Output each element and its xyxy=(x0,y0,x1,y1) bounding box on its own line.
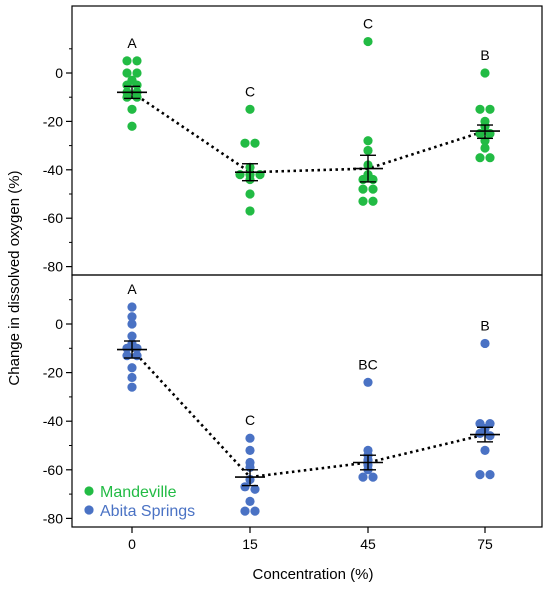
data-point xyxy=(122,343,132,353)
data-point xyxy=(485,104,495,114)
data-point xyxy=(127,382,137,392)
data-point xyxy=(480,338,490,349)
data-point xyxy=(363,136,373,146)
y-tick-label: 0 xyxy=(55,316,63,332)
data-point xyxy=(368,472,378,482)
data-point xyxy=(358,472,368,482)
legend-label: Abita Springs xyxy=(100,503,195,520)
data-point xyxy=(358,174,368,185)
significance-letter: C xyxy=(363,16,373,32)
data-point xyxy=(358,196,368,206)
legend-marker xyxy=(84,505,94,515)
data-point xyxy=(363,145,373,156)
data-point xyxy=(368,196,378,206)
data-point xyxy=(240,138,250,148)
data-point xyxy=(485,153,495,163)
data-point xyxy=(475,153,485,163)
data-point xyxy=(245,445,255,455)
mean-trend-line xyxy=(131,348,486,479)
legend-marker xyxy=(84,486,94,496)
data-point xyxy=(122,80,132,90)
x-axis-title: Concentration (%) xyxy=(253,566,374,583)
data-point xyxy=(245,206,255,216)
mean-trend-line xyxy=(131,91,486,174)
data-point xyxy=(480,143,490,153)
data-point xyxy=(122,68,132,78)
y-tick-label: 0 xyxy=(55,65,63,81)
x-tick-label: 45 xyxy=(360,536,376,552)
data-point xyxy=(245,433,255,443)
data-point xyxy=(480,68,490,78)
data-point xyxy=(485,470,495,480)
x-tick-label: 15 xyxy=(242,536,258,552)
y-tick-label: -80 xyxy=(43,510,63,526)
data-point xyxy=(127,319,137,329)
significance-letter: B xyxy=(480,47,489,63)
data-point xyxy=(122,350,132,361)
panel-frame xyxy=(71,274,543,528)
panel-mandeville: 0 -20 -40 -60 -80 A C C B xyxy=(43,5,543,276)
data-point xyxy=(122,92,132,102)
data-point xyxy=(122,56,132,66)
significance-letter: A xyxy=(127,35,137,51)
y-tick-label: -60 xyxy=(43,210,63,226)
significance-letter: C xyxy=(245,412,255,428)
data-point xyxy=(363,377,373,387)
data-point xyxy=(245,189,255,199)
significance-letter: BC xyxy=(358,356,377,372)
data-point xyxy=(127,312,137,322)
y-tick-label: -60 xyxy=(43,462,63,478)
significance-letter: C xyxy=(245,83,255,99)
x-tick-label: 75 xyxy=(477,536,493,552)
data-point xyxy=(127,372,137,383)
data-point xyxy=(368,184,378,194)
data-point xyxy=(127,331,137,341)
data-point xyxy=(358,184,368,194)
data-point xyxy=(475,428,485,438)
data-point xyxy=(127,302,137,312)
significance-letter: B xyxy=(480,317,489,333)
data-point xyxy=(132,92,142,102)
data-point xyxy=(250,506,260,516)
data-point xyxy=(475,470,485,480)
data-point xyxy=(245,496,255,506)
data-point xyxy=(250,138,260,148)
data-point xyxy=(240,482,250,492)
data-point xyxy=(475,104,485,114)
legend-label: Mandeville xyxy=(100,484,177,501)
y-tick-label: -20 xyxy=(43,365,63,381)
data-point xyxy=(127,121,137,131)
data-point xyxy=(132,350,142,361)
data-point xyxy=(240,506,250,516)
y-tick-label: -40 xyxy=(43,162,63,178)
y-tick-label: -80 xyxy=(43,259,63,275)
data-point xyxy=(132,56,142,66)
data-point xyxy=(132,343,142,353)
y-tick-label: -20 xyxy=(43,113,63,129)
data-point xyxy=(132,68,142,78)
data-point xyxy=(132,80,142,90)
data-point xyxy=(363,36,373,47)
panel-abita-springs: 0 -20 -40 -60 -80 A C BC B xyxy=(43,274,543,528)
y-axis-title: Change in dissolved oxygen (%) xyxy=(6,170,23,385)
panel-frame xyxy=(71,5,543,276)
x-tick-label: 0 xyxy=(128,536,136,552)
data-point xyxy=(127,104,137,114)
data-point xyxy=(368,174,378,185)
data-point xyxy=(127,363,137,373)
data-point xyxy=(485,431,495,441)
data-point xyxy=(480,445,490,455)
significance-letter: A xyxy=(127,281,137,297)
data-point xyxy=(250,484,260,494)
y-tick-label: -40 xyxy=(43,413,63,429)
data-point xyxy=(245,104,255,114)
